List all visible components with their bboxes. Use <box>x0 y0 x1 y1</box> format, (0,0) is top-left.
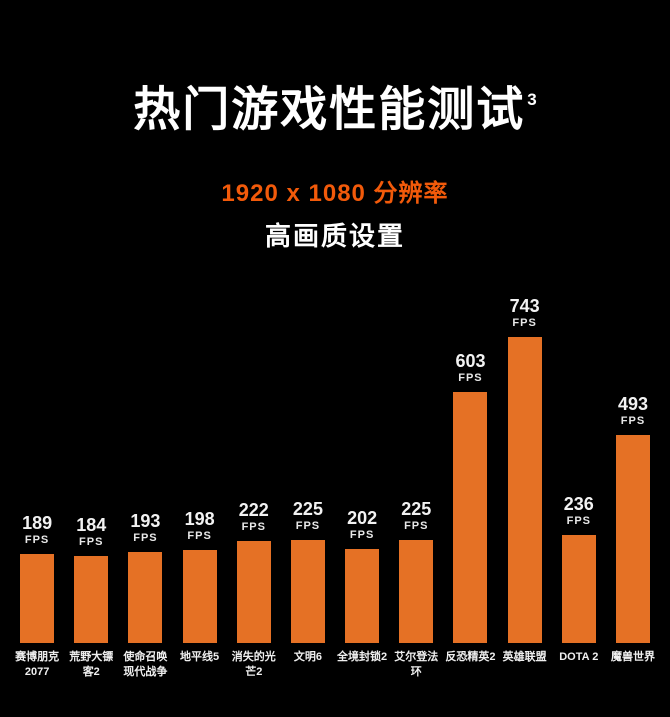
fps-unit-label: FPS <box>349 528 375 541</box>
category-label: 赛博朋克 2077 <box>15 650 60 679</box>
bar-column: 236 FPS <box>552 494 606 643</box>
bar-column: 222 FPS <box>227 500 281 643</box>
fps-unit-label: FPS <box>620 414 646 427</box>
bar-value-label: 184 FPS <box>76 515 106 550</box>
bar-value-label: 236 FPS <box>564 494 594 529</box>
fps-value: 743 <box>509 295 540 316</box>
fps-unit-label: FPS <box>79 535 104 548</box>
bar-value-label: 189 FPS <box>22 513 52 548</box>
category-label: 英雄联盟 <box>502 650 547 663</box>
bar-value-label: 225 FPS <box>293 499 323 534</box>
fps-value: 222 <box>238 499 269 520</box>
fps-unit-label: FPS <box>404 519 429 532</box>
bar-value-label: 603 FPS <box>455 351 485 386</box>
bar <box>345 548 380 643</box>
category-label: 消失的光芒2 <box>231 650 276 679</box>
bar-value-label: 225 FPS <box>401 499 431 534</box>
fps-value: 493 <box>617 393 648 414</box>
fps-value: 193 <box>130 510 161 531</box>
bar-column: 193 FPS <box>118 511 172 643</box>
bar <box>128 551 163 643</box>
bar <box>507 336 542 643</box>
bar <box>182 549 217 643</box>
fps-value: 189 <box>22 512 53 533</box>
subtitle-quality: 高画质设置 <box>264 220 405 251</box>
bar <box>453 391 488 643</box>
page-title: 热门游戏性能测试 3 <box>0 0 670 140</box>
category-label: 艾尔登法环 <box>394 650 439 679</box>
subtitle-resolution: 1920 x 1080 分辨率 <box>221 179 449 207</box>
bar-value-label: 198 FPS <box>185 509 215 544</box>
category-label: DOTA 2 <box>559 650 599 663</box>
fps-value: 202 <box>347 507 378 528</box>
bar <box>615 434 650 643</box>
category-label: 文明6 <box>293 650 322 663</box>
fps-unit-label: FPS <box>295 519 321 532</box>
fps-unit-label: FPS <box>512 316 537 329</box>
category-label: 使命召唤 现代战争 <box>123 650 168 679</box>
bar <box>236 540 271 643</box>
fps-value: 225 <box>292 498 323 519</box>
bar-column: 743 FPS <box>498 296 552 643</box>
bar-value-label: 202 FPS <box>347 508 377 543</box>
bar-column: 198 FPS <box>173 509 227 643</box>
bar <box>399 539 434 643</box>
bar-value-label: 743 FPS <box>510 296 540 331</box>
bar <box>561 534 596 643</box>
bar-value-label: 193 FPS <box>130 511 160 546</box>
category-label: 地平线5 <box>180 650 220 663</box>
bar-column: 603 FPS <box>443 351 497 643</box>
fps-unit-label: FPS <box>24 533 50 546</box>
category-label: 全境封锁2 <box>337 650 388 663</box>
bar-column: 202 FPS <box>335 508 389 643</box>
bar <box>290 539 325 643</box>
bar-column: 493 FPS <box>606 394 660 643</box>
page-title-text: 热门游戏性能测试 <box>133 82 526 136</box>
bar-column: 225 FPS <box>389 499 443 643</box>
bar-value-label: 222 FPS <box>239 500 269 535</box>
fps-value: 225 <box>401 498 432 519</box>
fps-value: 236 <box>563 493 594 514</box>
fps-unit-label: FPS <box>133 531 158 544</box>
fps-unit-label: FPS <box>187 529 212 542</box>
title-footnote-superscript: 3 <box>527 90 539 109</box>
fps-value: 603 <box>455 350 486 371</box>
bar <box>74 555 109 643</box>
chart-columns: 189 FPS 184 FPS 193 FPS 198 FPS 222 FPS 225 FPS 202 F… <box>0 291 670 643</box>
fps-unit-label: FPS <box>241 520 266 533</box>
category-label: 荒野大镖客2 <box>69 650 114 679</box>
fps-unit-label: FPS <box>566 514 591 527</box>
category-label: 反恐精英2 <box>445 650 496 663</box>
bar-column: 189 FPS <box>10 513 64 643</box>
bar <box>20 553 55 643</box>
fps-value: 198 <box>184 508 215 529</box>
bar-column: 184 FPS <box>64 515 118 643</box>
fps-value: 184 <box>76 514 107 535</box>
fps-unit-label: FPS <box>458 371 483 384</box>
bar-value-label: 493 FPS <box>618 394 648 429</box>
category-labels: 赛博朋克 2077 荒野大镖客2 使命召唤 现代战争 地平线5 消失的光芒2 文明6 全境封… <box>0 650 670 681</box>
category-label: 魔兽世界 <box>610 650 655 663</box>
bar-column: 225 FPS <box>281 499 335 643</box>
header: 热门游戏性能测试 3 1920 x 1080 分辨率 高画质设置 <box>0 0 670 252</box>
